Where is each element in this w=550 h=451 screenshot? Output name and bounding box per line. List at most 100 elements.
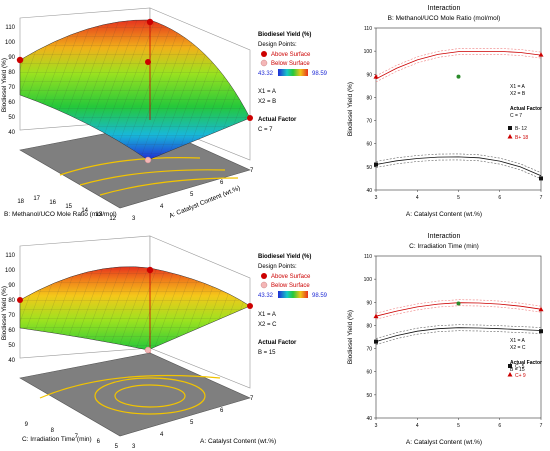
plot-frame — [375, 27, 542, 191]
z-tick: 80 — [8, 298, 15, 304]
y-tick-label: 70 — [366, 347, 372, 353]
range-min: 43.32 — [258, 293, 274, 299]
x-tick: 7 — [250, 168, 254, 174]
z-axis-label: Biodiesel Yield (%) — [1, 58, 8, 112]
y-tick-label: 60 — [366, 370, 372, 376]
y-tick: 12 — [109, 216, 116, 222]
data-point — [539, 176, 543, 181]
color-bar — [278, 291, 308, 298]
series-line — [375, 156, 542, 177]
design-point-above — [16, 56, 24, 64]
legend-above: Above Surface — [271, 274, 311, 280]
plot-frame — [375, 255, 542, 419]
annotation-x2: X2 = B — [510, 91, 526, 97]
confidence-band — [375, 54, 542, 83]
x-axis-ticks: 3 4 5 6 7 — [132, 396, 254, 450]
z-tick: 100 — [5, 268, 16, 274]
chart-subtitle: B: Methanol/UCO Mole Ratio (mol/mol) — [388, 15, 501, 22]
floor-contour — [79, 169, 226, 186]
design-point-above — [146, 18, 154, 26]
legend-marker — [508, 364, 512, 368]
z-tick: 50 — [8, 343, 15, 349]
confidence-band — [375, 324, 542, 339]
annotation-x1: X1 = A — [510, 84, 526, 90]
confidence-band — [375, 305, 542, 320]
actual-factor-value: C = 7 — [258, 127, 273, 133]
y-tick: 18 — [17, 199, 24, 205]
x-tick: 4 — [160, 204, 164, 210]
x-tick-label: 5 — [457, 195, 460, 201]
chart-title: Interaction — [428, 233, 461, 240]
chart-subtitle: C: Irradiation Time (min) — [409, 243, 479, 250]
y-tick-label: 90 — [366, 72, 372, 78]
y-tick: 9 — [25, 422, 29, 428]
annotation-actual-factor: Actual Factor — [510, 360, 542, 366]
floor-contour — [59, 157, 201, 176]
annotation-x1: X1 = A — [510, 338, 526, 344]
legend-above: Above Surface — [271, 52, 311, 58]
floor-contour — [99, 177, 239, 196]
z-axis-ticks: 40 50 60 70 80 90 100 110 — [5, 253, 16, 364]
x-tick-label: 4 — [416, 195, 419, 201]
z-tick: 80 — [8, 70, 15, 76]
z-tick: 90 — [8, 55, 15, 61]
legend-marker — [507, 372, 513, 377]
y-tick: 16 — [49, 200, 56, 206]
legend-design-points: Design Points: — [258, 42, 297, 48]
interaction-plot-1: Interaction B: Methanol/UCO Mole Ratio (m… — [347, 5, 544, 218]
x-tick-label: 5 — [457, 423, 460, 429]
x-tick-label: 3 — [375, 423, 378, 429]
legend: Biodiesel Yield (%) Design Points: Above… — [258, 254, 328, 356]
confidence-band — [375, 299, 542, 314]
legend-marker — [508, 126, 512, 130]
series-line — [375, 327, 542, 342]
design-point-above — [247, 303, 253, 309]
legend-entry: B- 12 — [515, 126, 527, 132]
y-tick: 6 — [97, 439, 101, 445]
x-tick-label: 3 — [375, 195, 378, 201]
x-axis-ticks: 3 4 5 6 7 — [132, 168, 254, 222]
x-axis-label: A: Catalyst Content (wt.%) — [200, 438, 276, 445]
interaction-plot-2: Interaction C: Irradiation Time (min) 40 50… — [347, 233, 544, 446]
data-point — [374, 162, 378, 167]
design-point-above — [145, 59, 151, 65]
y-tick-label: 80 — [366, 95, 372, 101]
z-tick: 50 — [8, 115, 15, 121]
surface-plot-2: 40 50 60 70 80 90 100 110 Biodiesel Yiel… — [1, 235, 328, 450]
actual-factor-value: B = 15 — [258, 350, 276, 356]
floor-contour — [39, 374, 221, 399]
x-tick: 6 — [220, 180, 224, 186]
design-point-above — [17, 297, 23, 303]
range-min: 43.32 — [258, 71, 274, 77]
x-tick: 3 — [132, 444, 136, 450]
y-tick-label: 40 — [366, 416, 372, 422]
z-tick: 70 — [8, 85, 15, 91]
legend: Biodiesel Yield (%) Design Points: Above… — [258, 32, 328, 133]
x-axis-label: A: Catalyst Content (wt.%) — [406, 211, 482, 218]
range-max: 98.59 — [312, 293, 328, 299]
surface-mesh — [20, 266, 250, 350]
x2-label: X2 = B — [258, 99, 276, 105]
y-axis-label: Biodiesel Yield (%) — [347, 82, 354, 136]
y-tick-label: 100 — [364, 49, 373, 55]
legend-title: Biodiesel Yield (%) — [258, 254, 311, 260]
z-tick: 60 — [8, 328, 15, 334]
y-tick: 17 — [33, 196, 40, 202]
z-tick: 60 — [8, 100, 15, 106]
legend-below: Below Surface — [271, 61, 310, 67]
below-marker-icon — [260, 281, 268, 289]
data-point — [538, 52, 544, 57]
data-point — [374, 339, 378, 344]
z-tick: 110 — [5, 253, 15, 259]
y-axis-ticks: 18 17 16 15 14 13 12 — [17, 196, 116, 222]
x-tick-label: 7 — [540, 423, 543, 429]
y-tick-label: 50 — [366, 165, 372, 171]
y-tick: 5 — [115, 444, 119, 450]
annotation-x2: X2 = C — [510, 345, 526, 351]
color-bar — [278, 69, 308, 76]
y-tick: 14 — [81, 208, 88, 214]
x-tick: 7 — [250, 396, 254, 402]
y-tick: 13 — [95, 212, 102, 218]
z-tick: 40 — [8, 358, 15, 364]
annotation-actual-value: C = 7 — [510, 113, 522, 119]
